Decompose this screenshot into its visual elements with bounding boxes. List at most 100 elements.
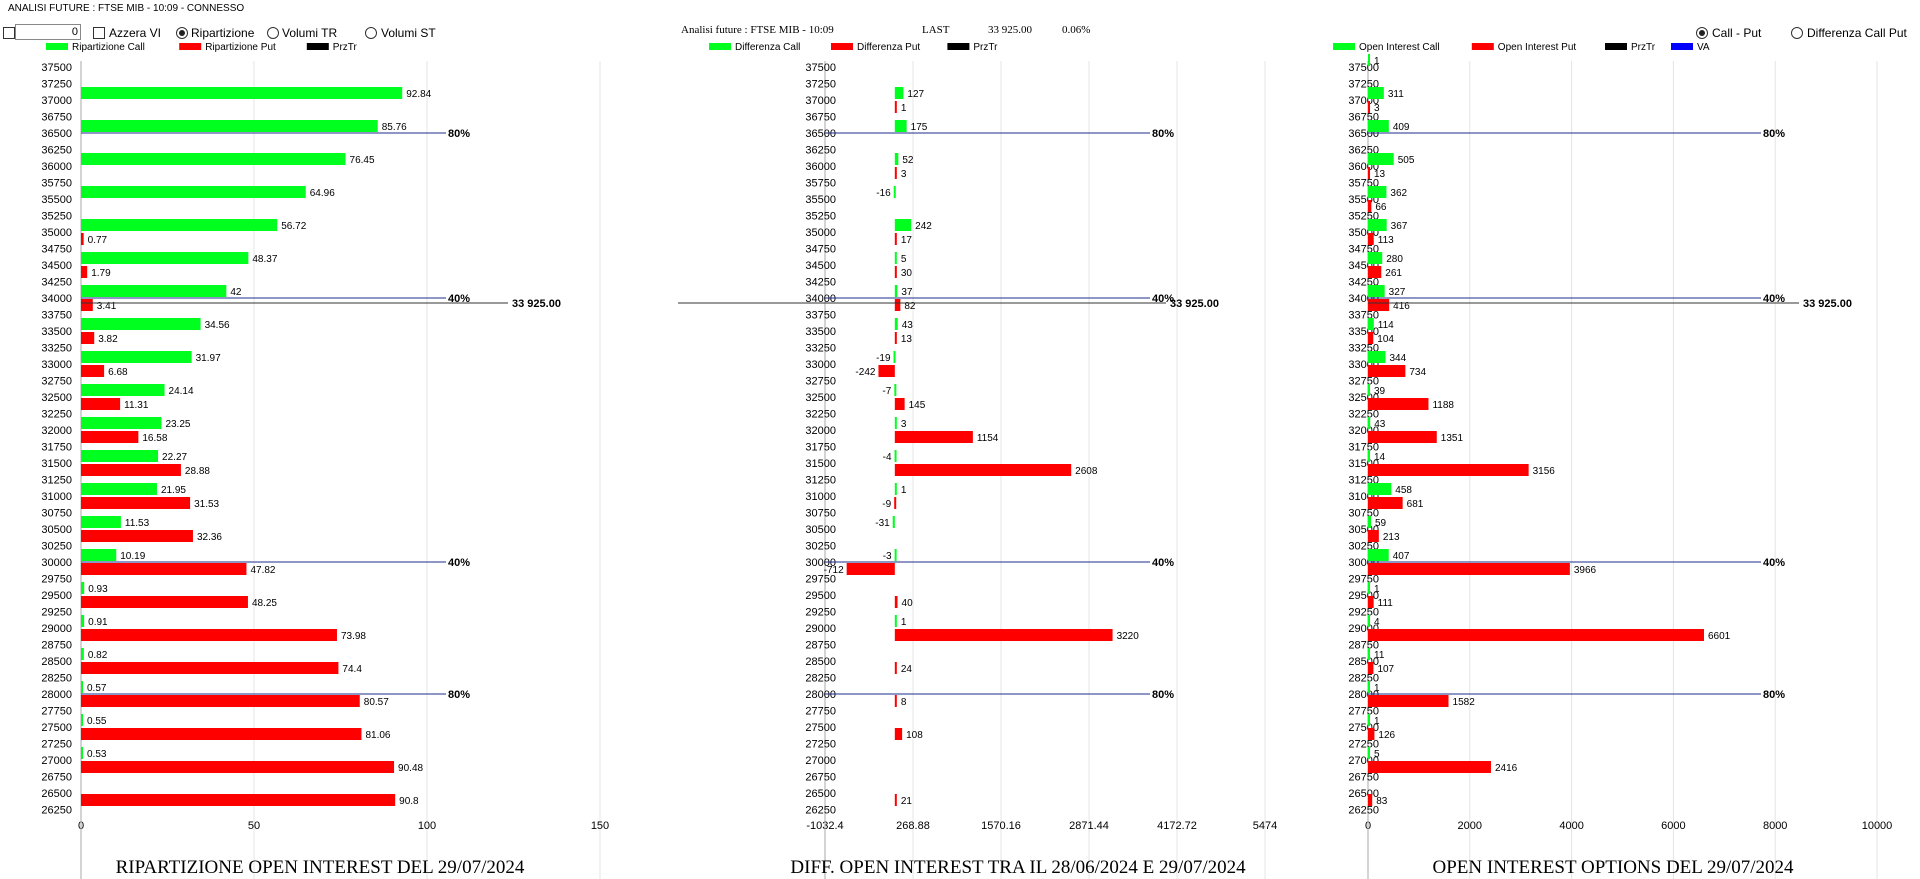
azzera-checkbox[interactable] <box>93 27 105 39</box>
strike-label: 27000 <box>805 755 836 767</box>
bar-value-label: 344 <box>1390 353 1407 364</box>
diff-call-put-radio[interactable] <box>1791 27 1803 39</box>
call-bar <box>894 450 897 462</box>
bar-value-label: 0.82 <box>88 650 108 661</box>
ripartizione-radio[interactable] <box>176 27 188 39</box>
legend-swatch <box>1671 43 1693 50</box>
call-bar <box>1368 483 1392 495</box>
level-label: 80% <box>448 128 470 140</box>
strike-label: 29250 <box>805 607 836 619</box>
bar-value-label: 37 <box>901 287 913 298</box>
strike-label: 32500 <box>805 392 836 404</box>
put-bar <box>81 761 395 773</box>
bar-value-label: 39 <box>1374 386 1386 397</box>
strike-label: 28000 <box>41 689 72 701</box>
strike-label: 31000 <box>41 491 72 503</box>
bar-value-label: 0.57 <box>87 683 107 694</box>
strike-label: 33500 <box>805 326 836 338</box>
bar-value-label: 3 <box>901 419 907 430</box>
bar-value-label: 14 <box>1374 452 1386 463</box>
bar-value-label: 92.84 <box>406 89 431 100</box>
call-bar <box>894 87 904 99</box>
strike-label: 27500 <box>41 722 72 734</box>
bar-value-label: 1188 <box>1432 400 1454 411</box>
strike-label: 31250 <box>805 475 836 487</box>
bar-value-label: 56.72 <box>281 221 306 232</box>
bar-value-label: 2608 <box>1075 466 1098 477</box>
bar-value-label: 13 <box>901 334 913 345</box>
bar-value-label: 0.55 <box>87 716 107 727</box>
x-tick-label: 50 <box>248 820 260 832</box>
strike-label: 29500 <box>41 590 72 602</box>
volumi-st-radio[interactable] <box>365 27 377 39</box>
call-put-radio[interactable] <box>1696 27 1708 39</box>
strike-label: 37250 <box>41 79 72 91</box>
bar-value-label: 28.88 <box>185 466 210 477</box>
legend-swatch <box>1605 43 1627 50</box>
put-bar <box>1368 332 1374 344</box>
strike-label: 29250 <box>41 607 72 619</box>
call-bar <box>1368 714 1370 726</box>
put-bar <box>1368 794 1373 806</box>
call-bar <box>894 252 897 264</box>
strike-label: 34250 <box>805 277 836 289</box>
put-bar <box>81 497 191 509</box>
put-bar <box>878 365 895 377</box>
volumi-tr-radio[interactable] <box>267 27 279 39</box>
strike-label: 26500 <box>805 788 836 800</box>
last-price-label: 33 925.00 <box>1170 298 1219 310</box>
left-checkbox[interactable] <box>3 27 15 39</box>
bar-value-label: 17 <box>901 235 913 246</box>
call-bar <box>81 153 346 165</box>
put-bar <box>894 728 903 740</box>
strike-label: 37500 <box>1348 62 1379 74</box>
strike-label: 32750 <box>41 376 72 388</box>
bar-value-label: 6601 <box>1708 631 1731 642</box>
legend-swatch <box>1333 43 1355 50</box>
bar-value-label: 64.96 <box>310 188 335 199</box>
strike-label: 28500 <box>41 656 72 668</box>
call-bar <box>81 747 83 759</box>
strike-label: 31750 <box>805 442 836 454</box>
strike-label: 36000 <box>805 161 836 173</box>
chart-title: OPEN INTEREST OPTIONS DEL 29/07/2024 <box>1433 857 1795 878</box>
call-bar <box>894 120 907 132</box>
bar-value-label: 734 <box>1409 367 1426 378</box>
strike-label: 31000 <box>805 491 836 503</box>
bar-value-label: 73.98 <box>341 631 366 642</box>
strike-label: 30500 <box>41 524 72 536</box>
legend-label: VA <box>1697 42 1710 53</box>
strike-label: 32250 <box>805 409 836 421</box>
bar-value-label: 175 <box>911 122 928 133</box>
strike-label: 30000 <box>41 557 72 569</box>
strike-label: 36500 <box>41 128 72 140</box>
legend-swatch <box>46 43 68 50</box>
strike-label: 32000 <box>41 425 72 437</box>
bar-value-label: 5 <box>1374 749 1380 760</box>
call-bar <box>1368 615 1370 627</box>
bar-value-label: 11.53 <box>125 518 150 529</box>
put-bar <box>894 794 897 806</box>
strike-label: 27750 <box>41 706 72 718</box>
call-bar <box>894 549 897 561</box>
bar-value-label: 145 <box>909 400 926 411</box>
bar-value-label: 43 <box>1374 419 1386 430</box>
number-input[interactable]: 0 <box>15 24 81 40</box>
strike-label: 31500 <box>41 458 72 470</box>
call-bar <box>81 615 85 627</box>
bar-value-label: 48.37 <box>252 254 277 265</box>
bar-value-label: 5 <box>901 254 907 265</box>
call-bar <box>81 186 306 198</box>
x-tick-label: 4000 <box>1559 820 1583 832</box>
level-label: 80% <box>1763 128 1785 140</box>
last-price-label: 33 925.00 <box>512 298 561 310</box>
put-bar <box>1368 398 1429 410</box>
strike-label: 34000 <box>805 293 836 305</box>
bar-value-label: 0.91 <box>88 617 108 628</box>
strike-label: 30250 <box>805 541 836 553</box>
bar-value-label: 1 <box>901 617 907 628</box>
call-bar <box>894 153 899 165</box>
strike-label: 28750 <box>1348 640 1379 652</box>
call-bar <box>1368 87 1384 99</box>
put-bar <box>1368 365 1406 377</box>
